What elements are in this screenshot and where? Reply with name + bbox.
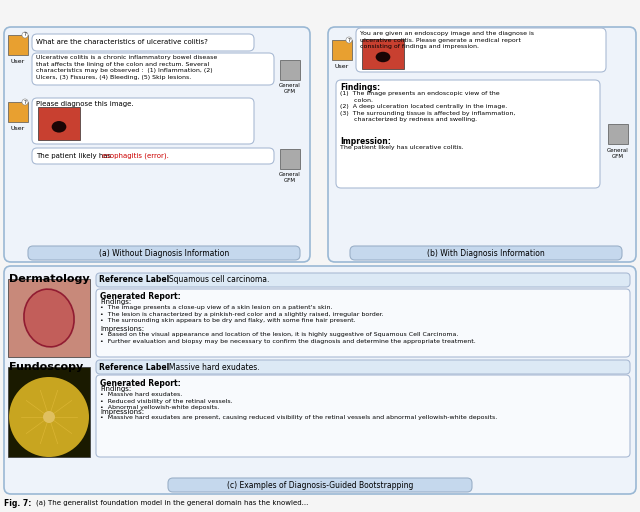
FancyBboxPatch shape <box>350 246 622 260</box>
Text: Impressions:: Impressions: <box>100 409 144 415</box>
Text: Please diagnose this image.: Please diagnose this image. <box>36 101 134 107</box>
Text: User: User <box>11 59 25 64</box>
Text: ?: ? <box>24 32 26 37</box>
FancyBboxPatch shape <box>28 246 300 260</box>
Text: (c) Examples of Diagnosis-Guided Bootstrapping: (c) Examples of Diagnosis-Guided Bootstr… <box>227 480 413 489</box>
FancyBboxPatch shape <box>328 27 636 262</box>
Text: •  Massive hard exudates.
•  Reduced visibility of the retinal vessels.
•  Abnor: • Massive hard exudates. • Reduced visib… <box>100 392 232 410</box>
Text: esophagitis (error).: esophagitis (error). <box>102 153 168 159</box>
FancyBboxPatch shape <box>4 266 636 494</box>
Text: The patient likely has ulcerative colitis.: The patient likely has ulcerative coliti… <box>340 145 463 150</box>
Text: Findings:: Findings: <box>340 83 380 92</box>
Text: User: User <box>335 64 349 69</box>
FancyBboxPatch shape <box>32 53 274 85</box>
Ellipse shape <box>52 121 67 133</box>
Bar <box>280 60 300 80</box>
Text: •  Based on the visual appearance and location of the lesion, it is highly sugge: • Based on the visual appearance and loc… <box>100 332 476 344</box>
Text: (a) The generalist foundation model in the general domain has the knowled...: (a) The generalist foundation model in t… <box>36 499 308 505</box>
Bar <box>362 39 404 69</box>
Text: Ulcerative colitis is a chronic inflammatory bowel disease
that affects the lini: Ulcerative colitis is a chronic inflamma… <box>36 55 217 80</box>
Text: ?: ? <box>348 37 351 42</box>
Text: What are the characteristics of ulcerative colitis?: What are the characteristics of ulcerati… <box>36 39 208 46</box>
Circle shape <box>9 377 89 457</box>
FancyBboxPatch shape <box>336 80 600 188</box>
FancyBboxPatch shape <box>168 478 472 492</box>
Text: Impressions:: Impressions: <box>100 326 144 332</box>
Text: Impression:: Impression: <box>340 137 391 146</box>
FancyBboxPatch shape <box>4 27 310 262</box>
Text: General
GFM: General GFM <box>279 83 301 94</box>
Text: ?: ? <box>24 99 26 104</box>
Ellipse shape <box>24 289 74 347</box>
Text: General
GFM: General GFM <box>607 148 629 159</box>
FancyBboxPatch shape <box>96 273 630 287</box>
FancyBboxPatch shape <box>96 289 630 357</box>
Bar <box>38 107 80 140</box>
Text: Fundoscopy: Fundoscopy <box>9 362 83 372</box>
Text: (1)  The image presents an endoscopic view of the
       colon.
(2)  A deep ulce: (1) The image presents an endoscopic vie… <box>340 91 515 122</box>
Text: General
GFM: General GFM <box>279 172 301 183</box>
Bar <box>332 40 352 60</box>
Text: The patient likely has: The patient likely has <box>36 153 113 159</box>
Bar <box>608 124 628 144</box>
FancyBboxPatch shape <box>356 28 606 72</box>
Text: Fig. 7:: Fig. 7: <box>4 499 31 508</box>
FancyBboxPatch shape <box>32 98 254 144</box>
Text: •  Massive hard exudates are present, causing reduced visibility of the retinal : • Massive hard exudates are present, cau… <box>100 415 497 420</box>
Text: (a) Without Diagnosis Information: (a) Without Diagnosis Information <box>99 248 229 258</box>
Text: Dermatology: Dermatology <box>9 274 90 284</box>
Text: : Squamous cell carcinoma.: : Squamous cell carcinoma. <box>164 275 269 285</box>
Text: •  The image presents a close-up view of a skin lesion on a patient's skin.
•  T: • The image presents a close-up view of … <box>100 305 383 323</box>
Text: Findings:: Findings: <box>100 386 131 392</box>
Text: Reference Label: Reference Label <box>99 362 169 372</box>
Bar <box>280 149 300 169</box>
Text: Generated Report:: Generated Report: <box>100 379 180 388</box>
Text: Findings:: Findings: <box>100 299 131 305</box>
FancyBboxPatch shape <box>96 360 630 374</box>
Text: : Massive hard exudates.: : Massive hard exudates. <box>164 362 260 372</box>
Ellipse shape <box>43 411 55 423</box>
FancyBboxPatch shape <box>32 148 274 164</box>
Bar <box>8 279 90 357</box>
Text: Generated Report:: Generated Report: <box>100 292 180 301</box>
Bar <box>8 35 28 55</box>
Bar <box>8 367 90 457</box>
Ellipse shape <box>376 52 390 62</box>
Text: (b) With Diagnosis Information: (b) With Diagnosis Information <box>427 248 545 258</box>
FancyBboxPatch shape <box>32 34 254 51</box>
Text: Reference Label: Reference Label <box>99 275 169 285</box>
Text: You are given an endoscopy image and the diagnose is
ulcerative colitis. Please : You are given an endoscopy image and the… <box>360 31 534 49</box>
Text: User: User <box>11 126 25 131</box>
Bar <box>8 102 28 122</box>
FancyBboxPatch shape <box>96 375 630 457</box>
